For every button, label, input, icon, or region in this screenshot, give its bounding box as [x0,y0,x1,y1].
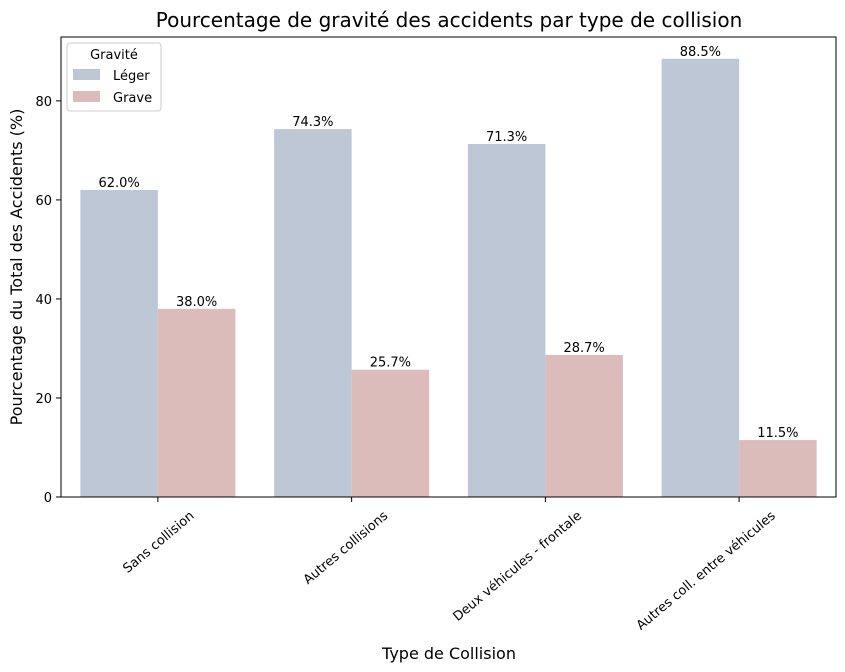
bar-leger-0 [80,190,158,497]
y-tick-label: 0 [44,491,52,506]
x-tick-label: Autres coll. entre véhicules [634,508,779,633]
data-label: 71.3% [486,130,527,145]
y-tick-label: 20 [35,392,52,407]
data-label: 38.0% [176,295,217,310]
x-axis-label: Type de Collision [381,644,516,663]
bar-grave-3 [739,440,817,497]
bar-grave-2 [545,354,623,497]
plot-area: 62.0% 38.0% Sans collision 74.3% 25.7% Autres… [35,36,837,634]
data-label: 62.0% [98,176,139,191]
x-tick-label: Sans collision [120,509,197,577]
bar-leger-1 [274,129,352,497]
data-label: 74.3% [292,115,333,130]
plot-frame [60,36,837,498]
bar-leger-2 [467,143,546,497]
chart-title: Pourcentage de gravité des accidents par… [156,8,743,32]
x-tick-label: Deux véhicules - frontale [451,509,585,625]
data-label: 25.7% [370,356,411,371]
data-label: 88.5% [680,45,721,60]
y-tick-label: 80 [35,95,52,110]
legend-entry-label: Grave [113,91,152,106]
legend-swatch [73,91,100,102]
y-tick-label: 40 [35,293,52,308]
x-tick-label: Autres collisions [301,508,392,587]
data-label: 11.5% [757,426,798,441]
y-axis-label: Pourcentage du Total des Accidents (%) [7,109,26,426]
bar-grave-0 [157,308,236,497]
legend-swatch [73,69,100,80]
legend: Gravité Léger Grave [66,42,162,112]
legend-title: Gravité [90,48,138,63]
legend-entry-label: Léger [113,69,150,84]
data-label: 28.7% [563,341,604,356]
bar-leger-3 [661,58,740,497]
bar-grave-1 [351,369,430,497]
y-tick-label: 60 [35,194,52,209]
